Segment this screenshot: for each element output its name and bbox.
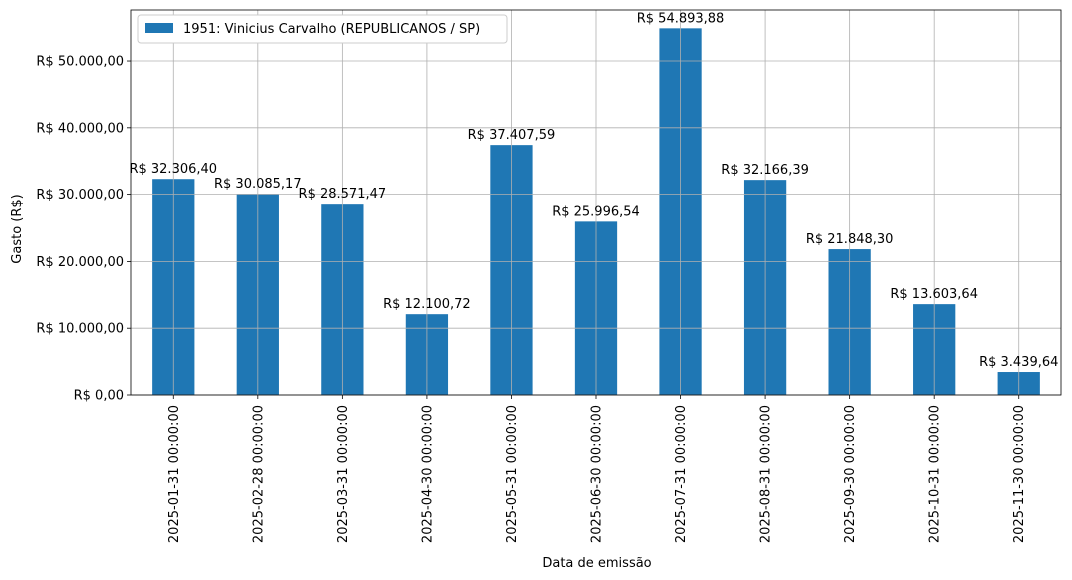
bar-value-label: R$ 28.571,47 xyxy=(299,187,387,202)
y-axis-label: Gasto (R$) xyxy=(10,194,25,263)
x-tick-label: 2025-06-30 00:00:00 xyxy=(590,405,605,543)
legend-frame xyxy=(137,14,508,44)
x-tick-label: 2025-02-28 00:00:00 xyxy=(251,405,266,543)
bar-value-label: R$ 21.848,30 xyxy=(806,232,894,247)
legend: 1951: Vinicius Carvalho (REPUBLICANOS / … xyxy=(137,14,508,44)
bar-value-label: R$ 13.603,64 xyxy=(890,287,978,302)
y-tick-label: R$ 30.000,00 xyxy=(36,188,124,203)
bar-value-label: R$ 32.306,40 xyxy=(129,162,217,177)
bar-value-label: R$ 54.893,88 xyxy=(637,11,725,26)
bar-value-label: R$ 3.439,64 xyxy=(979,355,1058,370)
x-tick-label: 2025-07-31 00:00:00 xyxy=(674,405,689,543)
y-tick-label: R$ 50.000,00 xyxy=(36,55,124,70)
bar-value-label: R$ 30.085,17 xyxy=(214,177,302,192)
bar-data-labels: R$ 32.306,40R$ 30.085,17R$ 28.571,47 R$ 1… xyxy=(129,11,1058,370)
bar-value-label: R$ 12.100,72 xyxy=(383,297,471,312)
bar-value-label: R$ 37.407,59 xyxy=(468,128,556,143)
x-tick-label: 2025-10-31 00:00:00 xyxy=(928,405,943,543)
y-tick-label: R$ 40.000,00 xyxy=(36,121,124,136)
x-tick-label: 2025-09-30 00:00:00 xyxy=(843,405,858,543)
x-tick-label: 2025-03-31 00:00:00 xyxy=(336,405,351,543)
y-tick-label: R$ 10.000,00 xyxy=(36,322,124,337)
legend-entry: 1951: Vinicius Carvalho (REPUBLICANOS / … xyxy=(183,22,480,37)
y-tick-label: R$ 0,00 xyxy=(74,389,124,404)
y-tick-label: R$ 20.000,00 xyxy=(36,255,124,270)
x-axis-ticks: 2025-01-31 00:00:00 2025-02-28 00:00:00 20… xyxy=(167,395,1027,543)
x-tick-label: 2025-05-31 00:00:00 xyxy=(505,405,520,543)
x-tick-label: 2025-08-31 00:00:00 xyxy=(759,405,774,543)
y-axis-ticks: R$ 0,00 R$ 10.000,00 R$ 20.000,00 R$ 30.000… xyxy=(36,55,131,404)
x-axis-label: Data de emissão xyxy=(542,556,651,571)
bar-value-label: R$ 32.166,39 xyxy=(721,163,809,178)
bar-value-label: R$ 25.996,54 xyxy=(552,204,640,219)
x-tick-label: 2025-11-30 00:00:00 xyxy=(1012,405,1027,543)
x-tick-label: 2025-01-31 00:00:00 xyxy=(167,405,182,543)
x-tick-label: 2025-04-30 00:00:00 xyxy=(420,405,435,543)
legend-swatch xyxy=(145,23,173,33)
